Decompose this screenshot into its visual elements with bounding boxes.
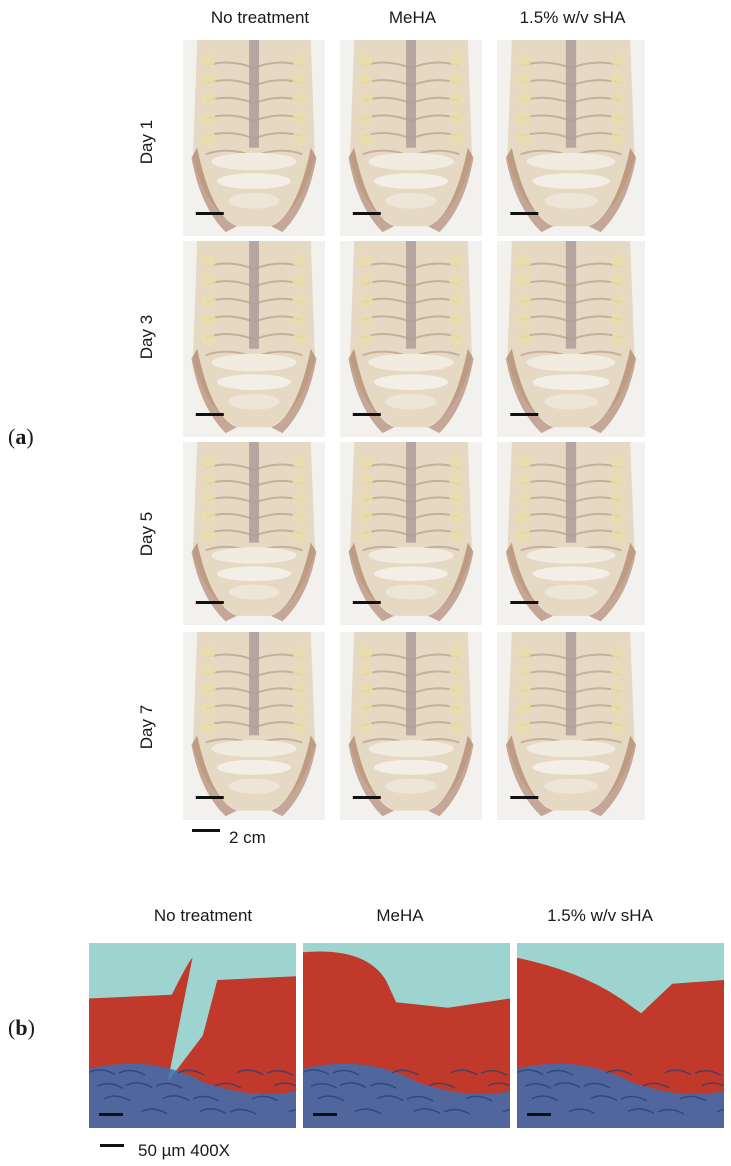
- tissue-photo-day-3-sha: [497, 241, 645, 437]
- tissue-photo-day-5-no-treatment: [183, 442, 325, 625]
- tissue-photo-graphic: [340, 632, 482, 820]
- panel-a-scale-label: 2 cm: [229, 828, 266, 847]
- row-label-day-3: Day 3: [137, 314, 156, 360]
- tissue-photo-graphic: [497, 632, 645, 820]
- tissue-photo-graphic: [497, 442, 645, 625]
- tissue-photo-graphic: [183, 442, 325, 625]
- panel-b-header-no-treatment: No treatment: [153, 906, 253, 925]
- tissue-photo-day-1-no-treatment: [183, 40, 325, 236]
- histology-graphic: [517, 943, 724, 1128]
- panel-b-label-open: (: [8, 1015, 16, 1040]
- tissue-photo-graphic: [497, 40, 645, 236]
- tissue-photo-graphic: [183, 241, 325, 437]
- row-label-day-7: Day 7: [137, 704, 156, 750]
- tissue-photo-day-1-meha: [340, 40, 482, 236]
- histology-image-no-treatment: [89, 943, 296, 1128]
- histology-graphic: [89, 943, 296, 1128]
- panel-a-header-meha: MeHA: [388, 8, 437, 27]
- panel-a-scale-bar: [192, 829, 220, 832]
- histology-image-meha: [303, 943, 510, 1128]
- panel-b-scale-bar: [100, 1144, 124, 1147]
- tissue-photo-day-7-sha: [497, 632, 645, 820]
- row-label-day-5: Day 5: [137, 511, 156, 557]
- panel-b-label: (b): [8, 1015, 35, 1041]
- panel-a-header-no-treatment: No treatment: [210, 8, 310, 27]
- tissue-photo-day-5-meha: [340, 442, 482, 625]
- panel-a-label-open: (: [8, 424, 16, 449]
- row-label-day-1: Day 1: [137, 119, 156, 165]
- tissue-photo-day-7-meha: [340, 632, 482, 820]
- panel-a-label-letter: a: [15, 424, 27, 449]
- tissue-photo-day-1-sha: [497, 40, 645, 236]
- tissue-photo-graphic: [183, 40, 325, 236]
- panel-b-header-meha: MeHA: [376, 906, 424, 925]
- panel-b-label-close: ): [27, 1015, 35, 1040]
- panel-b-scale-label: 50 µm 400X: [138, 1141, 231, 1160]
- tissue-photo-day-7-no-treatment: [183, 632, 325, 820]
- panel-a-label-close: ): [26, 424, 34, 449]
- histology-image-sha: [517, 943, 724, 1128]
- tissue-photo-graphic: [183, 632, 325, 820]
- tissue-photo-graphic: [497, 241, 645, 437]
- tissue-photo-graphic: [340, 241, 482, 437]
- tissue-photo-graphic: [340, 40, 482, 236]
- panel-a-header-sha: 1.5% w/v sHA: [519, 8, 626, 27]
- panel-b-label-letter: b: [15, 1015, 28, 1040]
- panel-b-header-sha: 1.5% w/v sHA: [547, 906, 653, 925]
- tissue-photo-day-5-sha: [497, 442, 645, 625]
- histology-graphic: [303, 943, 510, 1128]
- tissue-photo-graphic: [340, 442, 482, 625]
- tissue-photo-day-3-meha: [340, 241, 482, 437]
- tissue-photo-day-3-no-treatment: [183, 241, 325, 437]
- panel-a-label: (a): [8, 424, 34, 450]
